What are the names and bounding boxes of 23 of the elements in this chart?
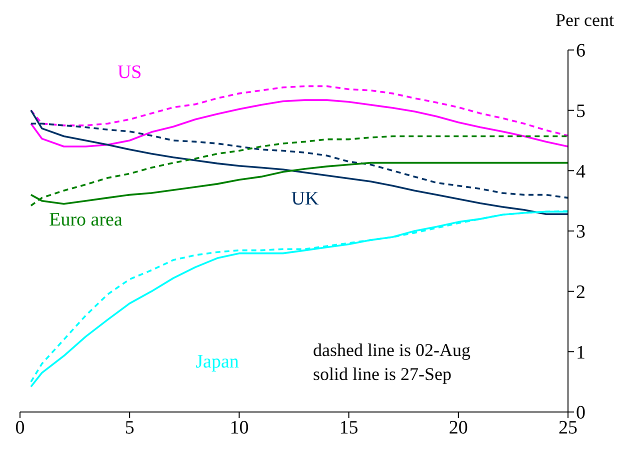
- y-tick-label: 5: [576, 101, 586, 122]
- annotation: solid line is 27-Sep: [313, 363, 452, 386]
- x-tick-label: 15: [339, 417, 358, 438]
- line-series: [30, 135, 568, 207]
- y-tick-label: 6: [576, 40, 586, 62]
- y-axis-title: Per cent: [556, 10, 614, 31]
- series-label: UK: [291, 188, 319, 210]
- y-tick-label: 4: [576, 161, 586, 182]
- x-tick-label: 10: [230, 417, 249, 438]
- line-series: [30, 99, 568, 148]
- text: US: [117, 62, 142, 83]
- y-tick-label: 0: [576, 402, 586, 424]
- series-label: Euro area: [49, 210, 123, 231]
- annotation: dashed line is 02-Aug: [313, 339, 470, 362]
- text: Japan: [196, 351, 240, 372]
- y-tick-label: 2: [576, 282, 586, 304]
- x-tick-label: 0: [15, 417, 25, 438]
- x-tick-label: 25: [558, 417, 578, 438]
- x-tick-label: 5: [124, 417, 134, 438]
- y-tick-label: 3: [576, 222, 586, 243]
- x-tick-label: 20: [448, 417, 468, 438]
- line-series: [30, 85, 568, 137]
- y-tick-label: 1: [576, 342, 586, 364]
